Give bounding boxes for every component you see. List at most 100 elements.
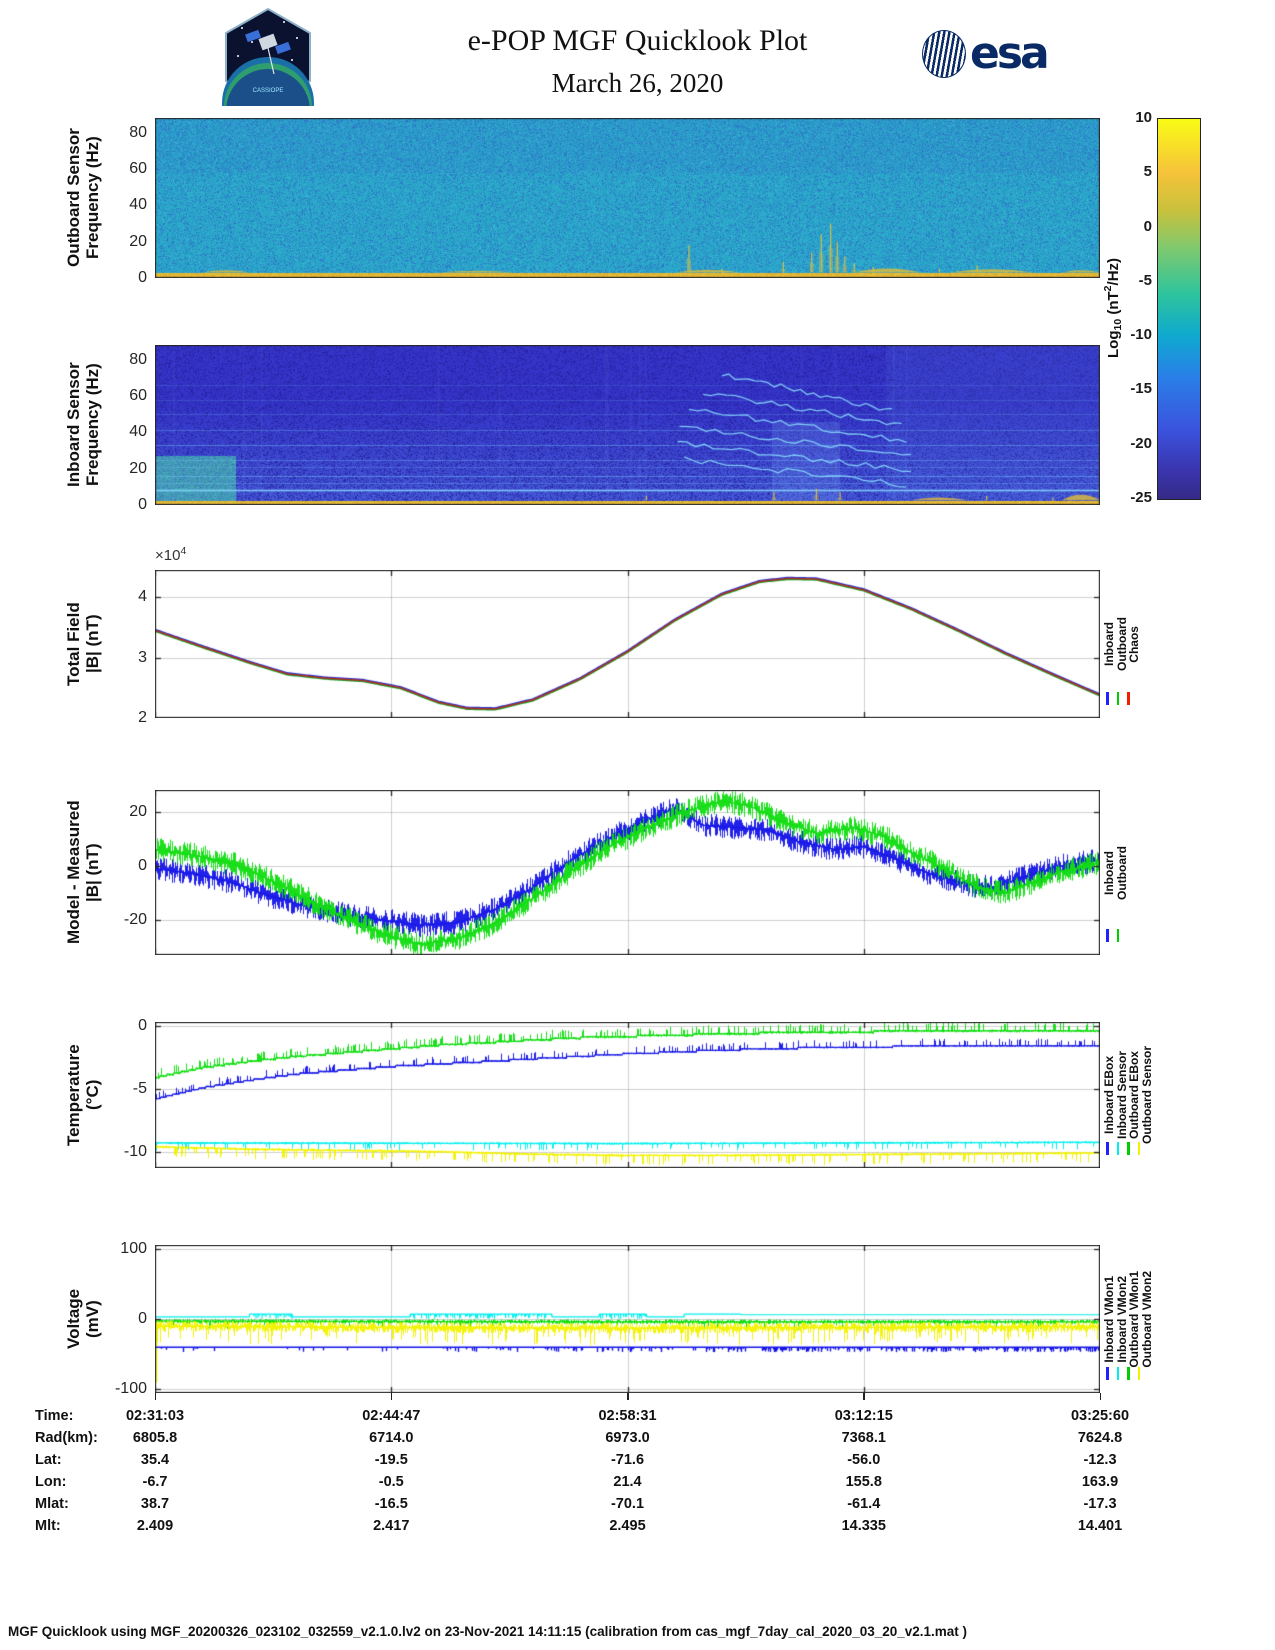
colorbar-tick-label: 10 (1135, 109, 1152, 126)
ephemeris-row: Lon: -6.7 -0.5 21.4 155.8 163.9 (0, 1474, 1275, 1496)
legend-marker (1106, 929, 1109, 942)
voltage-panel (155, 1245, 1100, 1393)
chart-canvas (155, 570, 1100, 718)
ephemeris-row-label: Mlat: (35, 1496, 69, 1512)
ephemeris-value: 02:31:03 (125, 1408, 185, 1424)
ephemeris-value: -17.3 (1083, 1496, 1117, 1512)
spectrogram-colorbar (1157, 118, 1201, 500)
ephemeris-value: 6714.0 (369, 1430, 414, 1446)
colorbar-tick-label: -5 (1138, 271, 1152, 289)
legend-label: Outboard EBox (1127, 1050, 1142, 1139)
cassiope-mission-patch: CASSIOPE (222, 8, 314, 106)
inboard-spectrogram-panel (155, 345, 1100, 505)
y-axis-scale-label: ×104 (155, 545, 187, 564)
esa-globe-icon (922, 30, 966, 78)
ephemeris-value: 35.4 (140, 1452, 170, 1468)
legend-label: Chaos (1127, 625, 1142, 663)
ephemeris-row: Rad(km): 6805.8 6714.0 6973.0 7368.1 7624.8 (0, 1430, 1275, 1452)
ephemeris-value: -16.5 (374, 1496, 408, 1512)
ephemeris-value: 02:58:31 (598, 1408, 657, 1424)
y-tick-label: 20 (129, 802, 147, 820)
y-tick-label: 20 (129, 459, 147, 477)
ephemeris-value: -19.5 (374, 1452, 408, 1468)
y-tick-label: 4 (138, 588, 147, 606)
legend-marker (1116, 692, 1119, 705)
legend-label: Outboard VMon2 (1139, 1270, 1154, 1368)
colorbar-tick-label: -25 (1130, 489, 1152, 506)
ephemeris-value: -71.6 (610, 1452, 645, 1468)
ephemeris-value: 2.409 (136, 1518, 174, 1534)
legend-marker (1137, 1367, 1140, 1380)
legend-label: Inboard EBox (1102, 1055, 1116, 1134)
ephemeris-row: Lat: 35.4 -19.5 -71.6 -56.0 -12.3 (0, 1452, 1275, 1474)
ephemeris-row: Mlat: 38.7 -16.5 -70.1 -61.4 -17.3 (0, 1496, 1275, 1518)
y-tick-label: 60 (129, 386, 147, 404)
legend-color-markers (1106, 1367, 1140, 1380)
ephemeris-row-label: Lat: (35, 1452, 62, 1468)
esa-logo: esa (922, 30, 1050, 78)
legend-marker (1137, 1142, 1140, 1155)
x-axis-tick (154, 1393, 156, 1400)
chart-canvas (155, 345, 1100, 505)
legend-marker (1116, 929, 1119, 942)
legend-color-markers (1106, 929, 1119, 942)
ephemeris-value: 6805.8 (132, 1430, 178, 1446)
ephemeris-row: Mlt: 2.409 2.417 2.495 14.335 14.401 (0, 1518, 1275, 1540)
ephemeris-value: -6.7 (142, 1474, 168, 1490)
model-minus-measured-panel (155, 790, 1100, 955)
y-tick-label: 40 (129, 423, 147, 441)
y-tick-label: -20 (123, 910, 147, 928)
legend-marker (1106, 1367, 1109, 1380)
ephemeris-value: 14.335 (841, 1518, 886, 1534)
y-tick-label: 0 (138, 1017, 147, 1035)
ephemeris-row-label: Rad(km): (35, 1430, 98, 1446)
legend-marker (1127, 1367, 1130, 1380)
legend-marker (1116, 1367, 1119, 1380)
ephemeris-value: 6973.0 (605, 1430, 650, 1446)
ephemeris-value: 155.8 (845, 1474, 882, 1490)
ephemeris-value: -61.4 (847, 1496, 881, 1512)
ephemeris-value: 14.401 (1077, 1518, 1123, 1534)
ephemeris-value: 03:25:60 (1070, 1408, 1130, 1424)
legend-marker (1127, 1142, 1130, 1155)
chart-canvas (155, 118, 1100, 278)
ephemeris-value: -70.1 (610, 1496, 645, 1512)
colorbar-tick-label: 5 (1143, 163, 1152, 181)
ephemeris-value: 7624.8 (1077, 1430, 1123, 1446)
ephemeris-row-label: Time: (35, 1408, 74, 1424)
legend-color-markers (1106, 692, 1130, 705)
ephemeris-row-label: Lon: (35, 1474, 67, 1490)
ephemeris-value: -12.3 (1083, 1452, 1117, 1468)
y-tick-label: 3 (138, 648, 147, 666)
x-axis-tick (1099, 1393, 1101, 1400)
legend-marker (1106, 692, 1109, 705)
y-tick-label: -100 (114, 1380, 147, 1398)
ephemeris-value: 21.4 (613, 1474, 642, 1490)
legend-label: Outboard Sensor (1139, 1045, 1154, 1144)
ephemeris-row: Time: 02:31:03 02:44:47 02:58:31 03:12:15 03:… (0, 1408, 1275, 1430)
legend-label: Outboard VMon1 (1127, 1270, 1142, 1368)
page-date: March 26, 2020 (551, 68, 724, 98)
x-axis-tick (627, 1393, 629, 1400)
legend-marker (1116, 1142, 1119, 1155)
x-axis-tick (863, 1393, 865, 1400)
temperature-panel (155, 1022, 1100, 1168)
y-tick-label: 0 (138, 269, 147, 286)
y-tick-label: 40 (129, 196, 147, 214)
y-tick-label: 80 (129, 123, 147, 141)
y-tick-label: 0 (138, 1310, 147, 1327)
colorbar-tick-label: -15 (1130, 380, 1152, 398)
ephemeris-value: 38.7 (140, 1496, 170, 1512)
y-tick-label: 60 (129, 159, 147, 177)
ephemeris-table: Time: 02:31:03 02:44:47 02:58:31 03:12:15 03:… (0, 1408, 1275, 1540)
y-tick-label: 100 (120, 1239, 147, 1257)
y-tick-label: 80 (129, 350, 147, 368)
colorbar-tick-label: -20 (1130, 434, 1152, 452)
y-tick-label: -10 (123, 1142, 147, 1160)
y-tick-label: 0 (138, 856, 147, 874)
footer-provenance-text: MGF Quicklook using MGF_20200326_023102_… (8, 1624, 968, 1639)
y-tick-label: -5 (132, 1080, 147, 1098)
total-field-panel (155, 570, 1100, 718)
legend-color-markers (1106, 1142, 1140, 1155)
